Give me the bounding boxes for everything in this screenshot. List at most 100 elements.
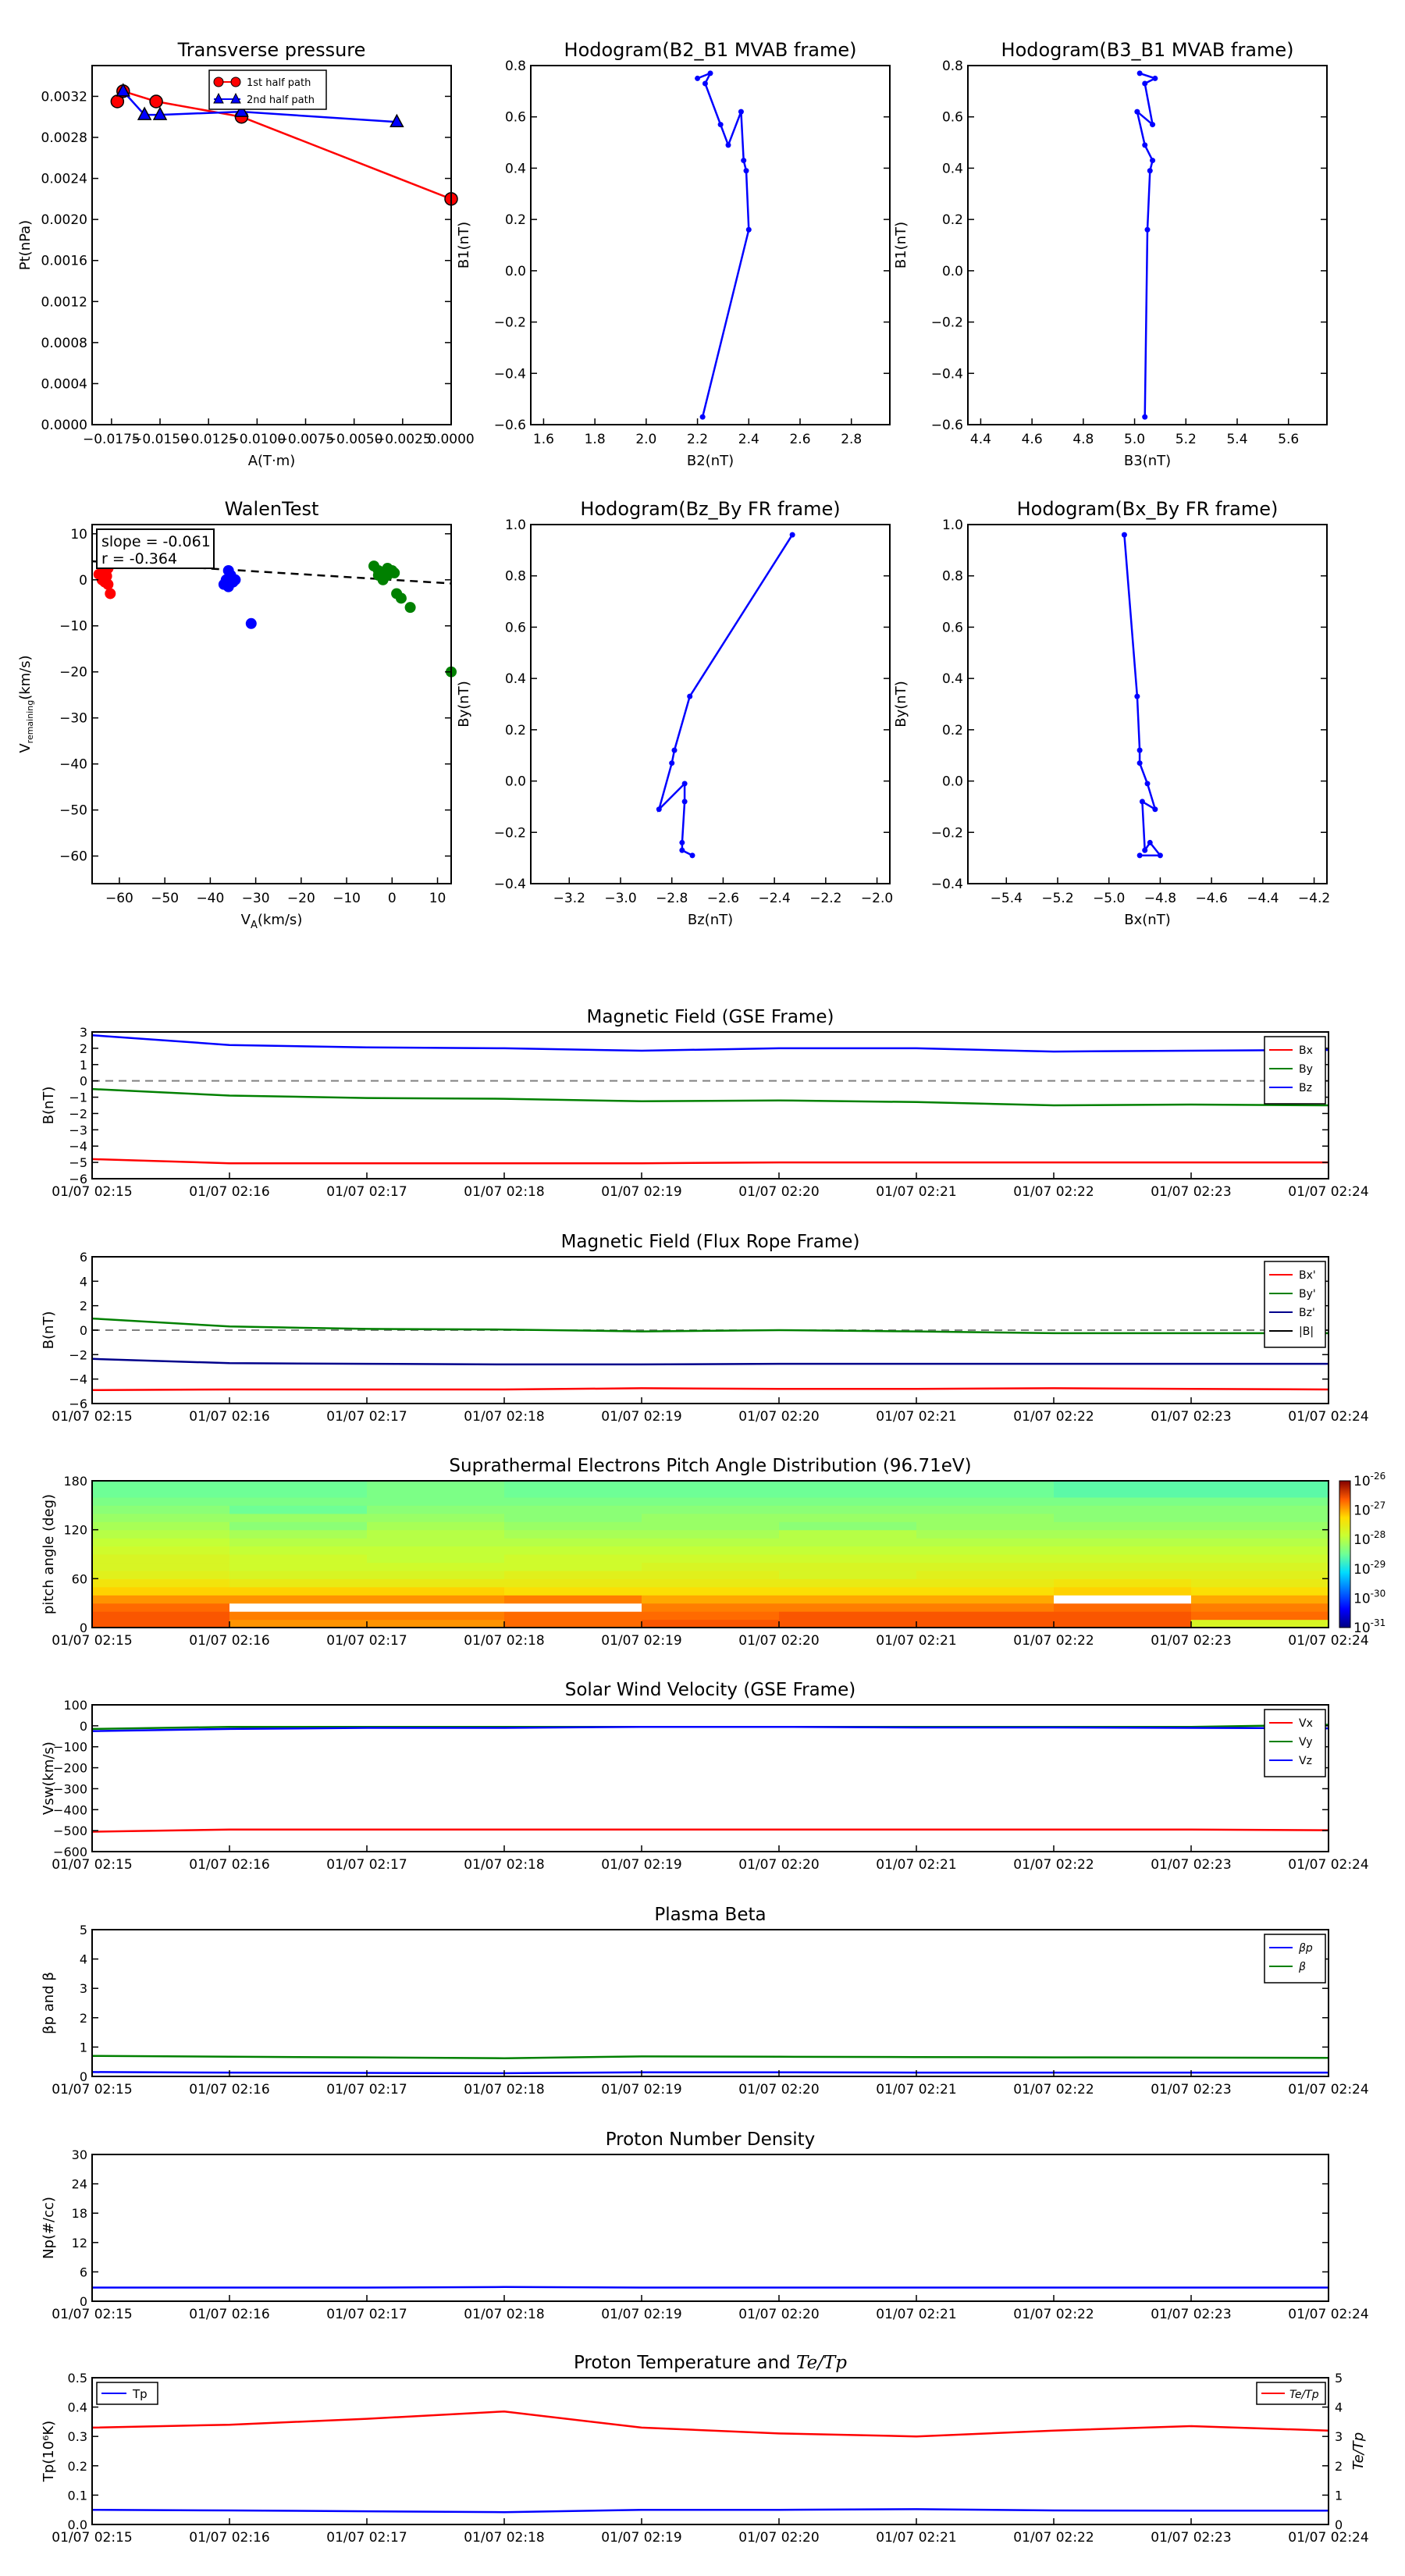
heatmap-cell xyxy=(1054,1481,1192,1490)
x-tick-label: −0.0075 xyxy=(277,432,335,447)
heatmap-cell xyxy=(1054,1554,1192,1564)
heatmap-cell xyxy=(1054,1570,1192,1579)
x-tick-label: −2.8 xyxy=(656,891,688,906)
x-tick-label: 01/07 02:22 xyxy=(1013,2082,1094,2097)
x-tick-label: 01/07 02:21 xyxy=(876,2530,956,2546)
heatmap-cell xyxy=(1054,1595,1192,1604)
heatmap-cell xyxy=(916,1562,1055,1571)
x-tick-label: −40 xyxy=(196,891,224,906)
data-point xyxy=(137,106,152,120)
y-axis-label: B(nT) xyxy=(41,1311,57,1350)
heatmap-cell xyxy=(92,1611,230,1621)
heatmap-cell xyxy=(1191,1611,1329,1621)
heatmap-cell xyxy=(92,1496,230,1506)
data-point xyxy=(695,75,701,81)
x-tick-label: 01/07 02:21 xyxy=(876,1857,956,1873)
heatmap-cell xyxy=(367,1489,505,1498)
y-tick-label: 0.0020 xyxy=(41,212,87,228)
heatmap-cell xyxy=(504,1481,642,1490)
heatmap-cell xyxy=(1191,1578,1329,1588)
y-axis-label: B1(nT) xyxy=(456,222,472,269)
x-tick-label: 01/07 02:23 xyxy=(1151,1633,1231,1649)
x-tick-label: 5.6 xyxy=(1278,432,1299,447)
x-tick-label: 01/07 02:17 xyxy=(326,2082,407,2097)
legend-marker xyxy=(230,76,241,87)
x-tick-label: 1.6 xyxy=(533,432,554,447)
x-tick-label: 01/07 02:22 xyxy=(1013,1409,1094,1425)
y-axis-label: B1(nT) xyxy=(893,222,909,269)
x-tick-label: −4.4 xyxy=(1247,891,1279,906)
heatmap-cell xyxy=(916,1521,1055,1531)
plot-frame xyxy=(91,1031,1329,1179)
data-point xyxy=(105,588,116,600)
heatmap-cell xyxy=(504,1529,642,1539)
data-point xyxy=(1142,142,1148,148)
x-tick-label: 01/07 02:21 xyxy=(876,1184,956,1200)
y-tick-label: 0.4 xyxy=(942,161,963,176)
heatmap-cell xyxy=(229,1538,368,1547)
x-tick-label: 01/07 02:15 xyxy=(52,1857,132,1873)
x-tick-label: 01/07 02:15 xyxy=(52,2082,132,2097)
y-tick-label: −3 xyxy=(69,1123,87,1137)
heatmap-cell xyxy=(916,1546,1055,1555)
heatmap-cell xyxy=(92,1603,230,1612)
chart-title: Proton Temperature and Te/Tp xyxy=(574,2353,847,2373)
series-line-0 xyxy=(91,1387,1329,1392)
y-tick-label: 0.2 xyxy=(505,723,526,738)
series-line-1 xyxy=(91,2055,1329,2059)
x-tick-label: −0.0175 xyxy=(83,432,140,447)
chart-title: Suprathermal Electrons Pitch Angle Distr… xyxy=(449,1456,971,1476)
heatmap-cell xyxy=(504,1496,642,1506)
data-point xyxy=(1157,852,1163,859)
y-tick-label: −100 xyxy=(53,1740,87,1755)
heatmap-cell xyxy=(1191,1496,1329,1506)
data-point xyxy=(745,226,752,233)
heatmap-cell xyxy=(367,1603,505,1612)
heatmap-cell xyxy=(916,1554,1055,1564)
y-tick-label-right: 2 xyxy=(1335,2459,1343,2474)
heatmap-cell xyxy=(367,1521,505,1531)
data-point xyxy=(1136,760,1143,767)
y-tick-label: 3 xyxy=(80,1981,87,1996)
colorbar-tick-label: 10-29 xyxy=(1353,1559,1385,1578)
heatmap-cell xyxy=(367,1496,505,1506)
heatmap-cell xyxy=(1191,1513,1329,1522)
legend-label: Bz' xyxy=(1299,1307,1315,1319)
heatmap-cell xyxy=(779,1562,917,1571)
x-tick-label: 01/07 02:17 xyxy=(326,1633,407,1649)
chart-title: Proton Number Density xyxy=(606,2129,816,2150)
heatmap-cell xyxy=(367,1611,505,1621)
y-tick-label: −0.2 xyxy=(931,315,963,331)
annotation-text: slope = -0.061 xyxy=(101,533,211,550)
y-axis-label: pitch angle (deg) xyxy=(41,1494,57,1614)
heatmap-cell xyxy=(916,1611,1055,1621)
y-tick-label: 0.0032 xyxy=(41,89,87,105)
y-tick-label: 0.4 xyxy=(505,671,526,687)
y-tick-label: −40 xyxy=(59,757,87,773)
x-tick-label: −2.2 xyxy=(809,891,841,906)
x-tick-label: 5.0 xyxy=(1124,432,1145,447)
heatmap-cell xyxy=(504,1505,642,1514)
x-tick-label: 01/07 02:16 xyxy=(189,2082,269,2097)
legend-marker xyxy=(230,92,241,104)
heatmap-cell xyxy=(916,1595,1055,1604)
heatmap-cell xyxy=(642,1562,780,1571)
data-point xyxy=(1147,839,1153,845)
x-tick-label: 01/07 02:18 xyxy=(464,2530,544,2546)
legend-label: By xyxy=(1299,1063,1313,1076)
x-tick-label: 01/07 02:16 xyxy=(189,1184,269,1200)
y-axis-label: Vsw(km/s) xyxy=(41,1742,57,1815)
heatmap-cell xyxy=(1191,1489,1329,1498)
y-tick-label: 0.0 xyxy=(505,774,526,790)
x-tick-label: 01/07 02:22 xyxy=(1013,1633,1094,1649)
legend-label: Bx xyxy=(1299,1044,1313,1057)
heatmap-cell xyxy=(642,1595,780,1604)
x-tick-label: 4.6 xyxy=(1022,432,1043,447)
heatmap-cell xyxy=(92,1529,230,1539)
data-point xyxy=(1136,852,1143,859)
y-tick-label-right: 3 xyxy=(1335,2429,1343,2444)
heatmap-cell xyxy=(92,1554,230,1564)
legend-box xyxy=(1264,1709,1326,1777)
data-point xyxy=(101,571,112,582)
heatmap-cell xyxy=(779,1586,917,1596)
